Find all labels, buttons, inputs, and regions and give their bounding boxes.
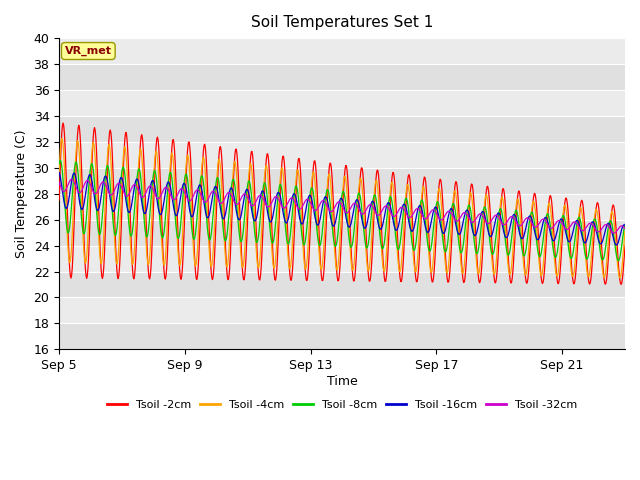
Bar xyxy=(59,324,625,349)
Bar xyxy=(59,90,625,116)
Tsoil -32cm xyxy=(513,220,521,226)
Tsoil -4cm xyxy=(189,236,196,242)
Tsoil -4cm xyxy=(262,164,269,169)
Tsoil -8cm xyxy=(262,182,269,188)
Bar xyxy=(59,272,625,298)
Bar xyxy=(59,168,625,194)
Tsoil -4cm xyxy=(55,169,63,175)
Tsoil -32cm xyxy=(621,226,629,232)
Tsoil -32cm xyxy=(68,176,76,182)
Title: Soil Temperatures Set 1: Soil Temperatures Set 1 xyxy=(251,15,433,30)
Tsoil -2cm xyxy=(617,282,625,288)
Tsoil -2cm xyxy=(621,243,629,249)
X-axis label: Time: Time xyxy=(326,375,358,388)
Tsoil -8cm xyxy=(56,157,64,163)
Tsoil -2cm xyxy=(189,212,196,218)
Tsoil -2cm xyxy=(55,197,63,203)
Tsoil -2cm xyxy=(76,133,84,139)
Line: Tsoil -32cm: Tsoil -32cm xyxy=(59,179,625,233)
Tsoil -16cm xyxy=(261,194,269,200)
Tsoil -8cm xyxy=(292,183,300,189)
Bar xyxy=(59,142,625,168)
Tsoil -32cm xyxy=(262,201,269,207)
Tsoil -32cm xyxy=(610,230,618,236)
Tsoil -8cm xyxy=(189,234,196,240)
Text: VR_met: VR_met xyxy=(65,46,112,56)
Tsoil -32cm xyxy=(292,201,300,207)
Bar xyxy=(59,246,625,272)
Tsoil -2cm xyxy=(60,120,67,126)
Tsoil -4cm xyxy=(621,228,629,234)
Tsoil -4cm xyxy=(616,275,623,281)
Tsoil -8cm xyxy=(55,161,63,167)
Tsoil -16cm xyxy=(55,169,63,175)
Bar xyxy=(59,194,625,220)
Tsoil -4cm xyxy=(376,228,384,233)
Bar xyxy=(59,64,625,90)
Tsoil -16cm xyxy=(188,214,196,219)
Y-axis label: Soil Temperature (C): Soil Temperature (C) xyxy=(15,130,28,258)
Bar xyxy=(59,220,625,246)
Tsoil -4cm xyxy=(58,135,66,141)
Tsoil -2cm xyxy=(513,203,521,209)
Tsoil -16cm xyxy=(621,222,629,228)
Line: Tsoil -2cm: Tsoil -2cm xyxy=(59,123,625,285)
Line: Tsoil -8cm: Tsoil -8cm xyxy=(59,160,625,261)
Tsoil -4cm xyxy=(76,166,84,172)
Tsoil -32cm xyxy=(189,194,196,200)
Tsoil -2cm xyxy=(376,203,384,208)
Bar xyxy=(59,298,625,324)
Tsoil -2cm xyxy=(292,194,300,200)
Tsoil -8cm xyxy=(76,197,84,203)
Tsoil -4cm xyxy=(292,179,300,185)
Tsoil -32cm xyxy=(55,180,63,185)
Tsoil -32cm xyxy=(376,211,384,216)
Tsoil -16cm xyxy=(512,215,520,221)
Line: Tsoil -16cm: Tsoil -16cm xyxy=(59,172,625,245)
Tsoil -16cm xyxy=(612,242,620,248)
Tsoil -32cm xyxy=(76,190,84,195)
Tsoil -8cm xyxy=(513,208,521,214)
Bar xyxy=(59,116,625,142)
Line: Tsoil -4cm: Tsoil -4cm xyxy=(59,138,625,278)
Tsoil -2cm xyxy=(262,165,269,170)
Tsoil -8cm xyxy=(614,258,622,264)
Legend: Tsoil -2cm, Tsoil -4cm, Tsoil -8cm, Tsoil -16cm, Tsoil -32cm: Tsoil -2cm, Tsoil -4cm, Tsoil -8cm, Tsoi… xyxy=(102,396,582,414)
Bar xyxy=(59,38,625,64)
Tsoil -8cm xyxy=(621,221,629,227)
Tsoil -4cm xyxy=(513,198,521,204)
Tsoil -16cm xyxy=(376,226,383,231)
Tsoil -16cm xyxy=(76,198,83,204)
Tsoil -8cm xyxy=(376,237,384,243)
Tsoil -16cm xyxy=(291,192,299,198)
